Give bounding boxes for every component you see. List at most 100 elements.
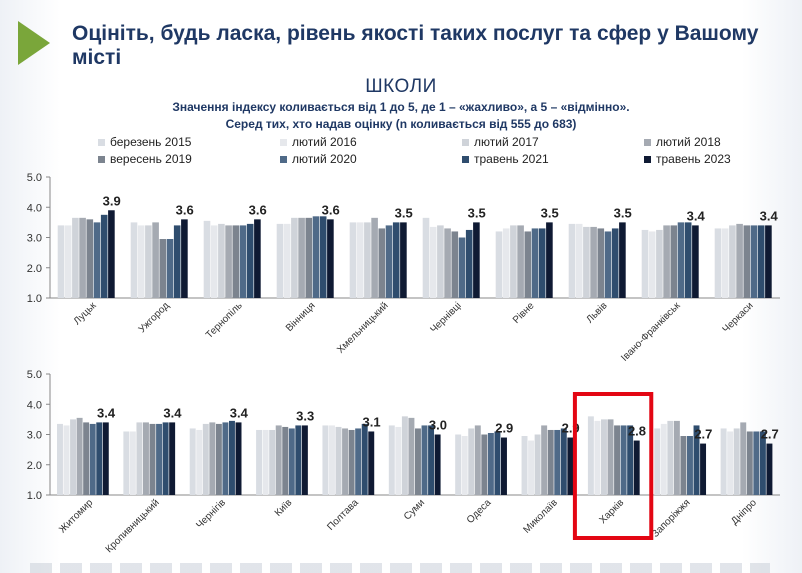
bar (262, 429, 269, 495)
data-label: 3.5 (541, 205, 559, 220)
bar (143, 422, 149, 495)
bar (218, 223, 225, 298)
bar (620, 425, 627, 495)
bar (210, 225, 218, 298)
legend-swatch (644, 155, 651, 163)
bar (319, 216, 327, 298)
page-title: Оцініть, будь ласка, рівень якості таких… (72, 22, 759, 69)
data-label: 3.6 (249, 202, 267, 217)
legend-item: травень 2021 (462, 151, 644, 167)
bar (295, 425, 302, 495)
legend-item: вересень 2019 (98, 151, 280, 167)
bar (750, 225, 758, 298)
bar (378, 228, 386, 298)
bar (601, 419, 607, 495)
bar (329, 425, 335, 495)
bar (740, 422, 747, 495)
bar (136, 422, 143, 495)
category-label: Суми (402, 497, 427, 522)
bar (736, 223, 743, 298)
y-tick-label: 2.0 (27, 263, 42, 275)
legend-item: лютий 2020 (280, 151, 462, 167)
category-label: Запоріжжя (650, 497, 693, 540)
category-label: Рівне (511, 300, 537, 326)
category-label: Чернігів (194, 497, 228, 531)
category-label: Миколаїв (521, 497, 559, 535)
bar (684, 222, 692, 298)
bar (335, 426, 342, 495)
bar (63, 425, 70, 495)
bar (648, 231, 656, 298)
bar (222, 422, 229, 495)
legend-swatch (280, 138, 287, 146)
bar (93, 222, 101, 298)
bar (57, 225, 65, 298)
bar (583, 226, 590, 298)
bar (746, 431, 753, 495)
bar (364, 222, 371, 298)
bar (269, 429, 276, 495)
bar (225, 225, 232, 298)
bar (619, 222, 626, 298)
category-label: Львів (584, 300, 609, 325)
bar (677, 222, 685, 298)
bar (162, 422, 169, 495)
data-label: 3.5 (468, 205, 486, 220)
bar (560, 428, 567, 495)
bar (301, 425, 308, 495)
legend-label: травень 2021 (474, 152, 549, 166)
legend-swatch (98, 155, 105, 163)
legend-swatch (98, 138, 105, 146)
data-label: 3.5 (395, 205, 413, 220)
data-label: 3.9 (103, 193, 121, 208)
bar (567, 437, 574, 495)
data-label: 3.4 (163, 405, 182, 420)
data-label: 2.9 (495, 421, 513, 436)
bar (72, 217, 79, 298)
bar (408, 417, 415, 495)
bar (614, 425, 621, 495)
legend-item: лютий 2017 (462, 134, 644, 150)
legend-swatch (462, 138, 469, 146)
data-label: 2.8 (628, 424, 646, 439)
bar (437, 225, 444, 298)
bar (759, 431, 766, 495)
bar (246, 223, 254, 298)
bar (458, 237, 466, 298)
bar (502, 228, 510, 298)
bar (196, 429, 203, 495)
data-label: 2.9 (562, 421, 580, 436)
legend-item: лютий 2016 (280, 134, 462, 150)
bar (700, 443, 707, 495)
bar (538, 228, 546, 298)
bar (421, 425, 428, 495)
legend-label: травень 2023 (656, 152, 731, 166)
bar (137, 225, 145, 298)
bar (322, 425, 329, 495)
y-tick-label: 1.0 (27, 490, 42, 502)
chart-subtitle: Значення індексу коливається від 1 до 5,… (172, 100, 630, 114)
bar (481, 434, 488, 495)
legend-label: лютий 2016 (292, 135, 357, 149)
bar (159, 239, 167, 298)
category-label: Житомир (57, 497, 95, 535)
bar (276, 223, 284, 298)
bar (753, 431, 760, 495)
cropped-footnote-strip (30, 563, 770, 573)
bar (495, 231, 503, 298)
category-label: Хмельницький (335, 300, 390, 355)
bar (434, 434, 441, 495)
category-label: Дніпро (729, 497, 759, 527)
bar (766, 443, 773, 495)
category-label: Харків (597, 497, 626, 526)
bar (633, 440, 640, 495)
bar (209, 422, 216, 495)
bar (667, 420, 674, 495)
bar (429, 226, 437, 298)
category-label: Черкаси (721, 300, 756, 335)
bar (348, 429, 355, 495)
bar (468, 428, 475, 495)
category-label: Ужгород (137, 300, 172, 335)
legend-label: лютий 2020 (292, 152, 357, 166)
category-label: Полтава (325, 497, 361, 533)
